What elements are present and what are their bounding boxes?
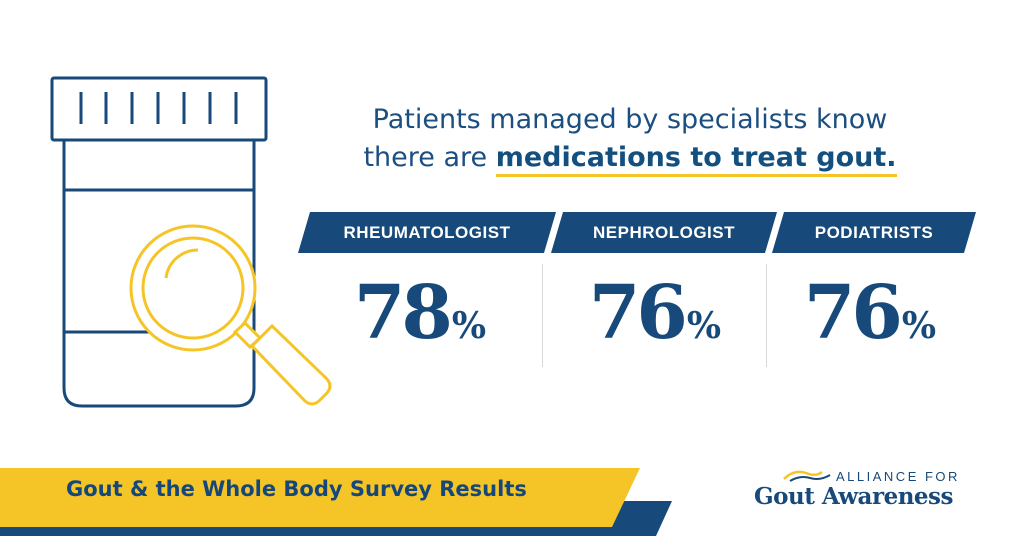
alliance-logo: ALLIANCE FOR Gout Awareness	[752, 465, 984, 515]
podiatrists-percentage: 76%	[770, 270, 970, 360]
rheumatologist-label: RHEUMATOLOGIST	[343, 222, 511, 242]
headline-emphasis: medications to treat gout.	[495, 142, 897, 177]
headline: Patients managed by specialists know the…	[330, 101, 930, 177]
stat-value: 76	[588, 270, 688, 356]
nephrologist-percentage: 76%	[545, 270, 765, 360]
stat-unit: %	[901, 305, 937, 347]
logo-line-2: Gout Awareness	[754, 483, 953, 510]
stat-value: 78	[353, 270, 453, 356]
nephrologist-label: NEPHROLOGIST	[592, 222, 735, 242]
headline-line-2: there are medications to treat gout.	[330, 139, 930, 177]
stat-value: 76	[803, 270, 903, 356]
footer-bar	[0, 468, 672, 536]
podiatrists-label: PODIATRISTS	[814, 222, 934, 242]
magnifying-glass-icon	[129, 224, 332, 406]
footer-title: Gout & the Whole Body Survey Results	[66, 477, 527, 501]
stat-divider	[766, 264, 767, 367]
headline-line-1: Patients managed by specialists know	[372, 104, 888, 135]
nephrologist-banner: NEPHROLOGIST	[551, 212, 777, 253]
rheumatologist-banner: RHEUMATOLOGIST	[298, 212, 556, 253]
stat-unit: %	[686, 305, 722, 347]
stat-unit: %	[451, 305, 487, 347]
logo-line-1: ALLIANCE FOR	[836, 469, 960, 484]
logo-mark-icon	[783, 470, 831, 482]
podiatrists-banner: PODIATRISTS	[772, 212, 976, 253]
pill-bottle-illustration	[50, 76, 332, 408]
stat-divider	[542, 264, 543, 367]
headline-prefix: there are	[363, 142, 496, 173]
rheumatologist-percentage: 78%	[300, 270, 540, 360]
